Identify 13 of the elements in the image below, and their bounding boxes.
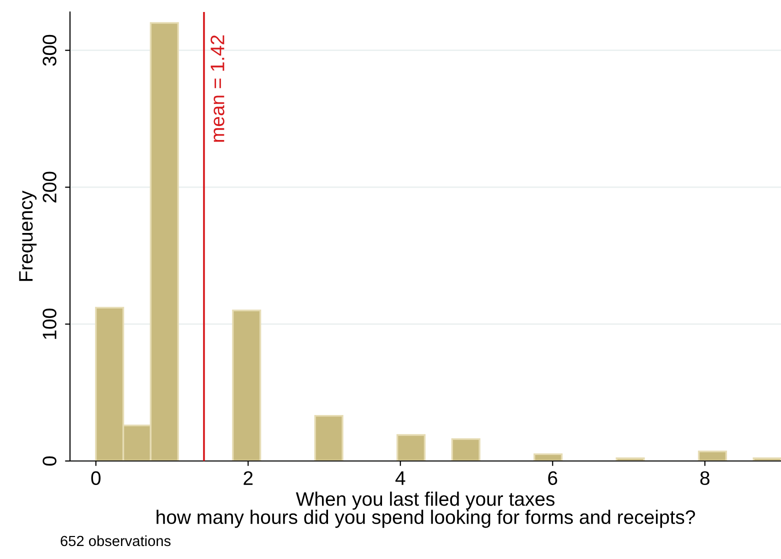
y-axis-title: Frequency bbox=[19, 190, 37, 281]
y-tick-label: 0 bbox=[42, 456, 56, 466]
x-axis-title: When you last filed your taxes how many hours did you spend looking for forms and receipts? bbox=[156, 492, 696, 528]
text: 652 observations bbox=[60, 535, 171, 546]
ref-line-label: mean = 1.42 bbox=[210, 35, 224, 142]
y-tick-label: 100 bbox=[42, 308, 56, 339]
x-tick-label: 6 bbox=[548, 471, 558, 486]
x-tick-label: 0 bbox=[91, 471, 101, 486]
y-tick-label: 200 bbox=[42, 172, 56, 202]
x-tick-label: 2 bbox=[244, 471, 253, 485]
x-tick-label: 8 bbox=[700, 471, 710, 486]
y-tick-label: 300 bbox=[42, 34, 56, 66]
x-tick-label: 4 bbox=[395, 471, 406, 485]
